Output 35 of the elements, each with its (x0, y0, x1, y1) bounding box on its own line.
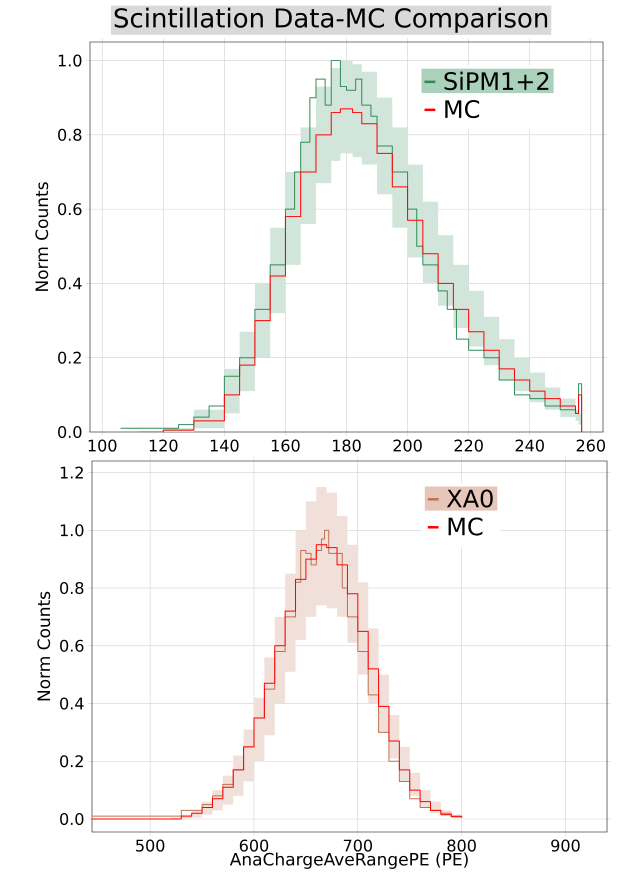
y-tick-label: 0.0 (58, 426, 82, 438)
x-tick-label: 180 (333, 440, 361, 452)
x-tick-label: 900 (551, 840, 580, 852)
y-tick-label: 0.0 (60, 812, 84, 826)
y-tick-label: 0.4 (58, 277, 82, 290)
x-tick-label: 700 (344, 840, 372, 852)
x-tick-label: 100 (88, 440, 116, 452)
x-tick-label: 200 (393, 440, 422, 452)
y-tick-label: 0.8 (60, 582, 84, 594)
y-tick-label: 0.6 (60, 640, 84, 652)
legend-label: XA0 (446, 489, 493, 508)
y-tick-label: 0.6 (58, 203, 82, 216)
y-tick-label: 0.2 (60, 755, 83, 768)
y-tick-label: 0.8 (58, 128, 82, 141)
y-tick-label: 1.0 (58, 54, 82, 67)
chart-title: Scintillation Data-MC Comparison (114, 8, 548, 33)
x-tick-label: 240 (516, 440, 544, 452)
x-tick-label: 140 (210, 440, 239, 452)
y-axis-title: Norm Counts (35, 182, 48, 291)
x-tick-label: 220 (454, 440, 483, 452)
x-tick-label: 600 (240, 840, 268, 852)
y-tick-label: 0.4 (60, 697, 84, 710)
x-tick-label: 800 (447, 840, 476, 852)
x-tick-label: 260 (576, 440, 605, 452)
x-tick-label: 160 (272, 440, 300, 452)
y-tick-label: 1.0 (60, 524, 84, 536)
y-tick-label: 1.2 (60, 466, 83, 478)
y-axis-title: Norm Counts (37, 592, 50, 700)
x-axis-title: AnaChargeAveRangePE (PE) (230, 852, 468, 869)
legend-label: SiPM1+2 (444, 72, 548, 90)
x-tick-label: 500 (136, 840, 164, 852)
x-tick-label: 120 (150, 440, 178, 452)
legend-label: MC (445, 100, 480, 118)
legend-label: MC (448, 517, 482, 536)
y-tick-label: 0.2 (58, 352, 81, 364)
